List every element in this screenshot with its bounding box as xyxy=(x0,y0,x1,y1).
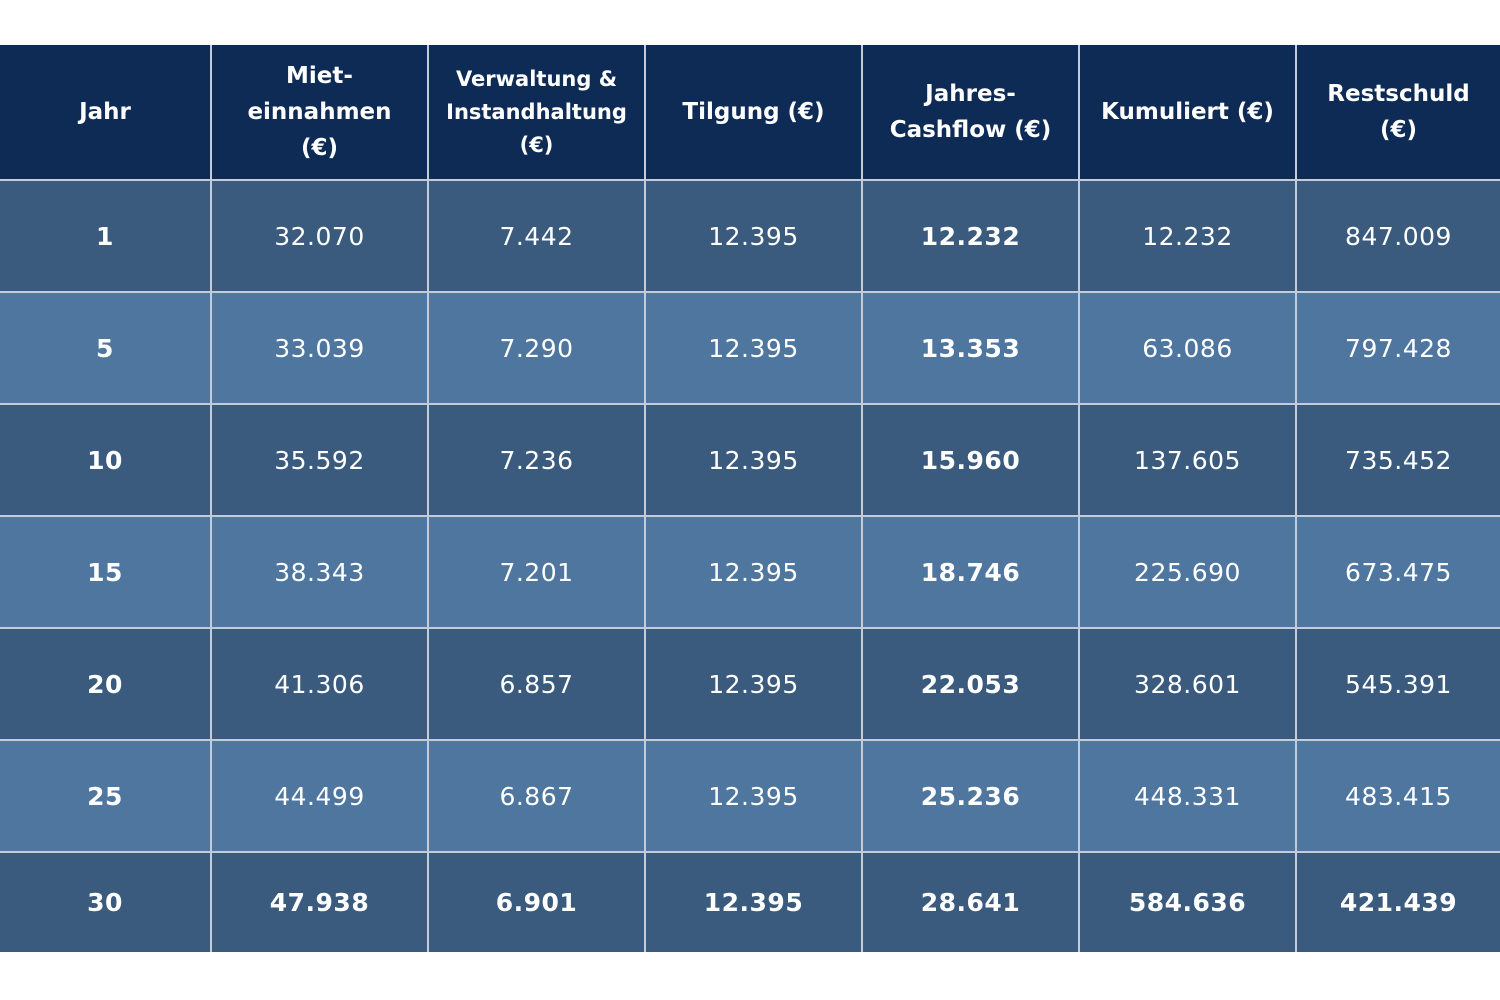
value-cell: 7.236 xyxy=(427,403,646,517)
column-header: Jahres- Cashflow (€) xyxy=(861,45,1080,181)
value-cell: 673.475 xyxy=(1295,515,1500,629)
cashflow-table: Jahr Miet- einnahmen (€) Verwaltung & Inst… xyxy=(0,45,1500,952)
table-container: Jahr Miet- einnahmen (€) Verwaltung & Inst… xyxy=(0,45,1500,952)
column-header: Restschuld (€) xyxy=(1295,45,1500,181)
table-body: 1 32.070 7.442 12.395 12.232 12.232 847.009 5 33… xyxy=(0,179,1500,952)
year-cell: 1 xyxy=(0,179,212,293)
value-cell: 328.601 xyxy=(1078,627,1297,741)
value-cell: 33.039 xyxy=(210,291,429,405)
table-row: 5 33.039 7.290 12.395 13.353 63.086 797.428 xyxy=(0,291,1500,405)
value-cell: 137.605 xyxy=(1078,403,1297,517)
value-cell: 7.201 xyxy=(427,515,646,629)
value-cell: 7.442 xyxy=(427,179,646,293)
value-cell: 25.236 xyxy=(861,739,1080,853)
value-cell: 13.353 xyxy=(861,291,1080,405)
table-row: 20 41.306 6.857 12.395 22.053 328.601 545.391 xyxy=(0,627,1500,741)
value-cell: 6.857 xyxy=(427,627,646,741)
value-cell: 18.746 xyxy=(861,515,1080,629)
value-cell: 28.641 xyxy=(861,851,1080,952)
value-cell: 847.009 xyxy=(1295,179,1500,293)
year-cell: 15 xyxy=(0,515,212,629)
value-cell: 15.960 xyxy=(861,403,1080,517)
value-cell: 6.867 xyxy=(427,739,646,853)
value-cell: 22.053 xyxy=(861,627,1080,741)
value-cell: 32.070 xyxy=(210,179,429,293)
column-header: Tilgung (€) xyxy=(644,45,863,181)
value-cell: 6.901 xyxy=(427,851,646,952)
table-row: 1 32.070 7.442 12.395 12.232 12.232 847.009 xyxy=(0,179,1500,293)
value-cell: 225.690 xyxy=(1078,515,1297,629)
table-row: 10 35.592 7.236 12.395 15.960 137.605 735.452 xyxy=(0,403,1500,517)
value-cell: 12.395 xyxy=(644,851,863,952)
value-cell: 545.391 xyxy=(1295,627,1500,741)
value-cell: 12.395 xyxy=(644,627,863,741)
value-cell: 448.331 xyxy=(1078,739,1297,853)
table-row: 25 44.499 6.867 12.395 25.236 448.331 483.415 xyxy=(0,739,1500,853)
column-header: Verwaltung & Instandhaltung (€) xyxy=(427,45,646,181)
column-header: Jahr xyxy=(0,45,212,181)
header-row: Jahr Miet- einnahmen (€) Verwaltung & Inst… xyxy=(0,45,1500,181)
year-cell: 25 xyxy=(0,739,212,853)
year-cell: 5 xyxy=(0,291,212,405)
value-cell: 44.499 xyxy=(210,739,429,853)
value-cell: 35.592 xyxy=(210,403,429,517)
value-cell: 797.428 xyxy=(1295,291,1500,405)
year-cell: 30 xyxy=(0,851,212,952)
value-cell: 735.452 xyxy=(1295,403,1500,517)
value-cell: 421.439 xyxy=(1295,851,1500,952)
value-cell: 38.343 xyxy=(210,515,429,629)
value-cell: 12.395 xyxy=(644,179,863,293)
value-cell: 12.232 xyxy=(1078,179,1297,293)
year-cell: 20 xyxy=(0,627,212,741)
year-cell: 10 xyxy=(0,403,212,517)
value-cell: 12.232 xyxy=(861,179,1080,293)
table-row: 15 38.343 7.201 12.395 18.746 225.690 673.475 xyxy=(0,515,1500,629)
value-cell: 12.395 xyxy=(644,291,863,405)
table-row: 30 47.938 6.901 12.395 28.641 584.636 421.439 xyxy=(0,851,1500,952)
value-cell: 12.395 xyxy=(644,403,863,517)
value-cell: 7.290 xyxy=(427,291,646,405)
value-cell: 12.395 xyxy=(644,739,863,853)
value-cell: 483.415 xyxy=(1295,739,1500,853)
value-cell: 12.395 xyxy=(644,515,863,629)
value-cell: 584.636 xyxy=(1078,851,1297,952)
column-header: Kumuliert (€) xyxy=(1078,45,1297,181)
column-header: Miet- einnahmen (€) xyxy=(210,45,429,181)
value-cell: 63.086 xyxy=(1078,291,1297,405)
value-cell: 47.938 xyxy=(210,851,429,952)
value-cell: 41.306 xyxy=(210,627,429,741)
